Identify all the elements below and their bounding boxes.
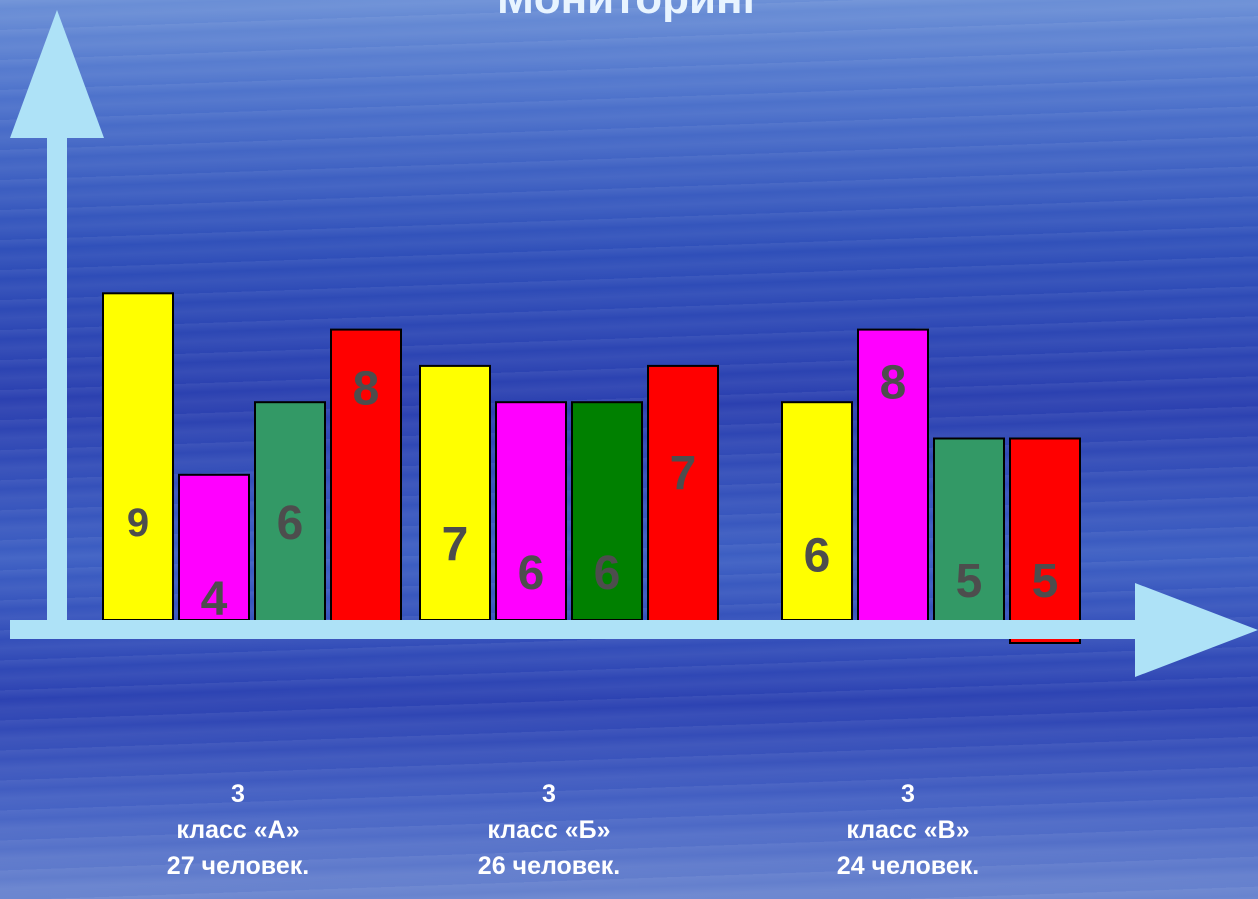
- axes-layer: [10, 10, 1258, 677]
- bar-g3-3: [933, 437, 1005, 639]
- bar-label-g2-3: 6: [594, 547, 621, 600]
- category-label-b: 3 класс «Б» 26 человек.: [439, 776, 659, 884]
- bar-g2-4: [647, 364, 719, 639]
- bar-label-g3-3: 5: [956, 555, 983, 608]
- bar-g3-1: [781, 401, 853, 622]
- bar-label-g1-3: 6: [277, 497, 304, 550]
- bar-label-g2-4: 7: [670, 447, 697, 500]
- bar-label-g2-1: 7: [442, 519, 469, 572]
- category-a-line1: 3: [231, 780, 245, 808]
- bar-g1-1: [102, 292, 174, 621]
- category-b-line2: класс «Б»: [487, 816, 611, 844]
- category-label-a: 3 класс «А» 27 человек.: [128, 776, 348, 884]
- category-c-line3: 24 человек.: [836, 852, 980, 880]
- category-b-line3: 26 человек.: [477, 852, 621, 880]
- bar-g2-2: [495, 401, 567, 622]
- category-c-line1: 3: [901, 780, 915, 808]
- bar-g3-4: [1009, 437, 1081, 644]
- category-a-line2: класс «А»: [176, 816, 300, 844]
- bar-g2-3: [571, 401, 643, 622]
- bar-label-g2-2: 6: [518, 547, 545, 600]
- bar-label-g1-1: 9: [127, 501, 149, 545]
- x-axis-shaft: [10, 620, 1150, 639]
- y-axis-shaft: [47, 130, 67, 620]
- bars-layer: [102, 292, 1081, 644]
- bar-label-g3-1: 6: [804, 529, 831, 582]
- category-a-line3: 27 человек.: [166, 852, 310, 880]
- bar-g1-4: [330, 328, 402, 639]
- category-label-c: 3 класс «В» 24 человек.: [798, 776, 1018, 884]
- slide-title: Мониторинг: [0, 0, 1258, 24]
- bar-label-g3-2: 8: [880, 357, 907, 410]
- y-axis-arrowhead: [10, 10, 104, 138]
- bar-g3-2: [857, 328, 929, 639]
- x-axis-arrowhead: [1135, 583, 1258, 677]
- bar-label-g3-4: 5: [1032, 555, 1059, 608]
- bar-label-g1-2: 4: [201, 573, 228, 626]
- category-c-line2: класс «В»: [846, 816, 970, 844]
- bar-g2-1: [419, 364, 491, 621]
- category-b-line1: 3: [542, 780, 556, 808]
- bar-label-g1-4: 8: [353, 362, 380, 415]
- bar-g1-2: [178, 473, 250, 621]
